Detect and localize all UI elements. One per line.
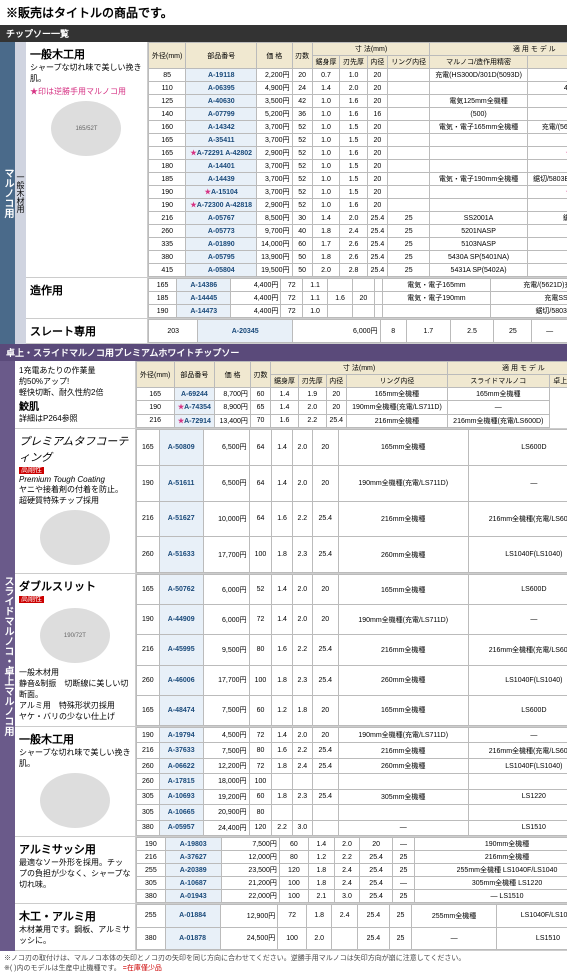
table-row: 305A-1068721,200円1001.82.425.4—305mm全機種 … [136,877,567,890]
table-row: 190A-144734,400円721.0鋸切/5803BLASP1 [148,305,567,318]
table-row: 216★A-7291413,400円701.62.225.4216mm全機種21… [136,414,567,427]
table-row: 260A-4600617,700円1001.82.325.4260mm全機種LS… [136,665,567,695]
promo-brand: 鮫肌 [19,398,131,413]
foot-1: ※ノコ刃の取付けは、マルノコ本体の矢印とノコ刃の矢印を同じ方向に合わせてください… [4,955,465,962]
foot-2: ※( )内のモデルは生産中止機種です。 [4,965,121,972]
table-3: 203A-203456,000円81.72.525——— [148,319,567,343]
sub2-title: 造作用 [30,282,143,298]
table-row: 380A-0194322,000円1002.13.025.425— LS1510 [136,890,567,903]
blade-image: 165/52T [51,101,121,156]
ds-badge: 高剛性 [19,596,44,603]
sub1-pink: ★印は逆勝手用マルノコ用 [30,86,143,97]
table-row: 160A-143423,700円521.01.520電気・電子165mm全機種充… [148,121,567,134]
table-row: 165A-484747,500円601.21.820165mm全機種LS600D [136,695,567,725]
table-9: 255A-0188412,900円721.82.425.425255mm全機種L… [136,904,567,950]
sub1-sub: シャープな切れ味で美しい挽き肌。 [30,62,143,84]
table-row: 165A-354113,700円521.01.520 [148,134,567,147]
blade-image-ds: 190/72T [40,608,110,663]
table-row: 190★A-743548,900円651.42.020190mm全機種(充電/L… [136,401,567,414]
table-row: 216A-459959,500円801.62.225.4216mm全機種216m… [136,635,567,665]
table-row: 216A-3762712,000円801.22.225.425216mm全機種 [136,851,567,864]
table-row: 190A-516116,500円641.42.020190mm全機種(充電/LS… [136,465,567,501]
table-row: 380A-0187824,500円1002.025.425—LS1510 [136,927,567,950]
al-sub: 最適なソー外形を採用。チップの負担が少なく、シャープな切れ味。 [19,857,131,890]
table-row: 216A-376337,500円801.62.225.4216mm全機種216m… [136,743,567,758]
table-row: 140A-077995,200円361.01.616(500) [148,108,567,121]
table-row: 165A-508096,500円641.42.020165mm全機種LS600D [136,430,567,466]
ds-title: ダブルスリット [19,578,131,594]
table-row: 260A-057739,700円401.82.425.4255201NASP [148,225,567,238]
side-label-2: スライドマルノコ・卓上マルノコ用 [0,361,15,951]
ptc-txt1: ヤニや接着剤の付着を防止。 [19,484,131,495]
table-row: 190★A-151043,700円521.01.520★5832BLA [148,186,567,199]
table-2: 165A-143864,400円721.1電気・電子165mm充電/(5621D… [148,278,567,318]
blade-image-gw [40,773,110,828]
al-title: アルミサッシ用 [19,841,131,857]
table-row: 415A-0580419,500円502.02.825.4255431A SP(… [148,264,567,277]
table-row: 260A-0662212,200円721.82.425.4260mm全機種LS1… [136,758,567,773]
ptc-jp: プレミアムタフコーティング [19,433,131,465]
table-5: 165A-508096,500円641.42.020165mm全機種LS600D… [136,429,567,573]
sub3-title: スレート専用 [30,323,143,339]
table-8: 190A-198037,500円601.42.020—190mm全機種216A-… [136,837,567,903]
table-row: 255A-0188412,900円721.82.425.425255mm全機種L… [136,905,567,928]
ptc-badge: 高剛性 [19,467,44,474]
table-row: 165A-507626,000円521.42.020165mm全機種LS600D [136,575,567,605]
promo-pct: 約50%アップ! [19,376,131,387]
table-row: 180A-144013,700円521.01.520 [148,160,567,173]
sub1-title: 一般木工用 [30,46,143,62]
table-row: 305A-1066520,900円80 [136,805,567,820]
table-row: 185A-144393,700円521.01.520電気・電子190mm全機種鋸… [148,173,567,186]
promo-line2: 軽快切断、耐久性約2倍 [19,387,131,398]
section2-bar: 卓上・スライドマルノコ用プレミアムホワイトチップソー [0,344,567,361]
ds-sub2: 静音&制振 切断線に美しい切断面。 [19,678,131,700]
table-row: 380A-0579513,900円501.82.625.4255430A SP(… [148,251,567,264]
table-row: 260A-5163317,700円1001.82.325.4260mm全機種LS… [136,537,567,573]
table-row: 165A-143864,400円721.1電気・電子165mm充電/(5621D… [148,279,567,292]
table-row: 203A-203456,000円81.72.525——— [148,320,567,343]
table-row: 190A-198037,500円601.42.020—190mm全機種 [136,838,567,851]
side-label-1: マルノコ用 [0,42,15,344]
table-7: 190A-197944,500円721.42.020190mm全機種(充電/LS… [136,727,567,836]
table-row: 305A-1069319,200円601.82.325.4305mm全機種LS1… [136,789,567,804]
table-row: 165A-692448,700円601.41.920165mm全機種165mm全… [136,388,567,401]
table-row: 165★A-72291 A-428022,900円521.01.620★5632… [148,147,567,160]
table-row: 335A-0189014,000円601.72.625.4255103NASP [148,238,567,251]
top-note: ※販売はタイトルの商品です。 [0,0,567,25]
table-row: 125A-406303,500円421.01.620電気125mm全機種 [148,95,567,108]
ds-sub1: 一般木材用 [19,667,131,678]
blade-image-ptc [40,510,110,565]
table-row: 216A-057678,500円301.42.025.425SS2001A鋸切/… [148,212,567,225]
table-row: 185A-144454,400円721.11.620電気・電子190mm充電SS… [148,292,567,305]
promo-ref: 詳細はP264参照 [19,413,131,424]
foot-3: =在庫僅少品 [123,965,162,972]
promo-line1: 1充電あたりの作業量 [19,365,131,376]
section1-bar: チップソー一覧 [0,25,567,42]
table-1: 外径(mm)部品番号価 格刃数 寸 法(mm)適 用 モ デ ル 鋸身厚刃先厚内… [148,42,567,277]
gw-title: 一般木工用 [19,731,131,747]
table-row: 190A-449096,000円721.42.020190mm全機種(充電/LS… [136,605,567,635]
ptc-txt2: 超硬質特殊チップ採用 [19,495,131,506]
wa-sub: 木材兼用です。鋼板、アルミサッシに。 [19,924,131,946]
table-row: 380A-0595724,400円1202.23.0—LS1510 [136,820,567,835]
table-row: 190★A-72300 A-428182,900円521.01.620 [148,199,567,212]
table-row: 110A-063954,900円241.42.0204型/(4200N) [148,82,567,95]
ptc-en: Premium Tough Coating [19,475,131,484]
table-row: 190A-197944,500円721.42.020190mm全機種(充電/LS… [136,728,567,743]
table-row: 216A-5162710,000円641.62.225.4216mm全機種216… [136,501,567,537]
wa-title: 木工・アルミ用 [19,908,131,924]
side-inner-1: 一般木材用 [15,42,26,344]
gw-sub: シャープな切れ味で美しい挽き肌。 [19,747,131,769]
table-row: 260A-1781518,000円100 [136,774,567,789]
table-4: 外径(mm)部品番号価 格刃数 寸 法(mm)適 用 モ デ ル 鋸身厚刃先厚内… [136,361,567,428]
table-row: 85A-191182,200円200.71.020充電(HS300D/301D(… [148,69,567,82]
ds-sub3: アルミ用 特殊形状刃採用 ヤケ・バリの少ない仕上げ [19,700,131,722]
table-6: 165A-507626,000円521.42.020165mm全機種LS600D… [136,574,567,726]
